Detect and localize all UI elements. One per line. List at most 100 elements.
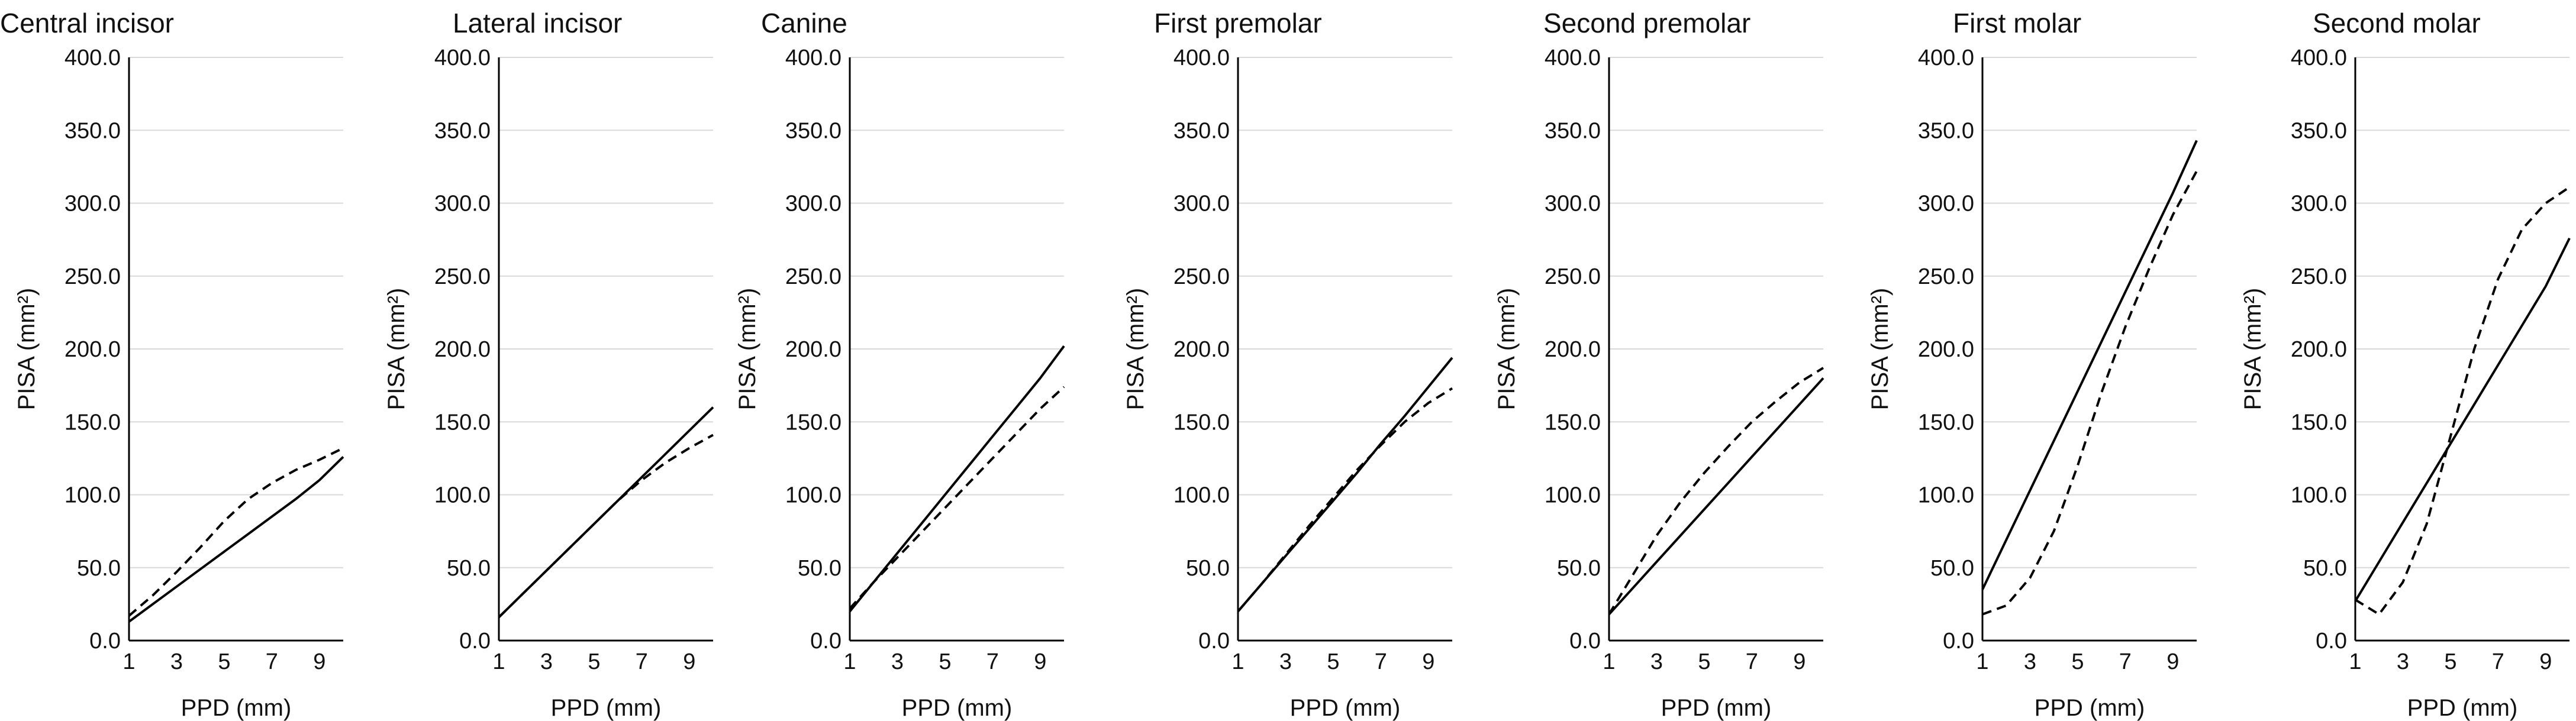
x-tick-label: 7 (1375, 649, 1387, 674)
series-line-dashed (849, 386, 1065, 610)
x-axis-label: PPD (mm) (902, 695, 1013, 721)
x-tick-label: 1 (492, 649, 505, 674)
y-tick-label: 50.0 (447, 556, 491, 581)
x-tick-label: 1 (843, 649, 856, 674)
series-line-solid (2354, 237, 2571, 602)
panel-title: First molar (1953, 8, 2081, 38)
y-tick-label: 400.0 (785, 46, 842, 70)
y-tick-label: 300.0 (1918, 192, 1974, 216)
y-tick-label: 100.0 (1173, 483, 1230, 508)
x-axis-label: PPD (mm) (1290, 695, 1401, 721)
y-tick-label: 300.0 (65, 192, 121, 216)
y-tick-label: 200.0 (65, 337, 121, 362)
y-tick-label: 300.0 (434, 192, 491, 216)
x-tick-label: 7 (1746, 649, 1758, 674)
series-line-solid (1981, 140, 2198, 590)
y-tick-label: 350.0 (2291, 118, 2347, 143)
y-tick-label: 150.0 (2291, 410, 2347, 435)
y-tick-label: 200.0 (785, 337, 842, 362)
panel-title: Second molar (2313, 8, 2481, 38)
y-tick-label: 350.0 (65, 118, 121, 143)
x-tick-label: 9 (313, 649, 325, 674)
y-tick-label: 100.0 (434, 483, 491, 508)
chart-panel-4: 0.0 50.0 100.0 150.0 200.0 250.0 300.0 350.0 400… (1123, 8, 1453, 721)
panel-title: Canine (761, 8, 847, 38)
y-axis-label: PISA (mm²) (734, 288, 760, 410)
y-tick-label: 150.0 (1173, 410, 1230, 435)
x-tick-label: 9 (1793, 649, 1806, 674)
panel-title: First premolar (1154, 8, 1322, 38)
series-line-dashed (128, 447, 344, 617)
x-axis-label: PPD (mm) (2407, 695, 2518, 721)
panel-title: Second premolar (1543, 8, 1750, 38)
y-tick-label: 150.0 (785, 410, 842, 435)
y-tick-label: 0.0 (2316, 629, 2347, 654)
y-tick-label: 150.0 (1918, 410, 1974, 435)
x-tick-label: 3 (2024, 649, 2036, 674)
y-tick-label: 200.0 (2291, 337, 2347, 362)
x-tick-label: 5 (1698, 649, 1710, 674)
y-tick-label: 100.0 (65, 483, 121, 508)
y-tick-label: 0.0 (1569, 629, 1601, 654)
y-tick-label: 300.0 (2291, 192, 2347, 216)
x-tick-label: 1 (1603, 649, 1615, 674)
y-tick-label: 50.0 (1557, 556, 1601, 581)
y-axis-label: PISA (mm²) (1867, 288, 1893, 410)
y-tick-label: 0.0 (810, 629, 842, 654)
x-tick-label: 9 (683, 649, 695, 674)
y-tick-label: 250.0 (1918, 264, 1974, 289)
y-tick-label: 350.0 (785, 118, 842, 143)
x-tick-label: 5 (2444, 649, 2456, 674)
series-line-solid (128, 455, 344, 623)
y-axis-label: PISA (mm²) (383, 288, 410, 410)
y-tick-label: 250.0 (1545, 264, 1601, 289)
y-tick-label: 0.0 (459, 629, 491, 654)
chart-panel-7: 0.0 50.0 100.0 150.0 200.0 250.0 300.0 350.0 400… (2240, 8, 2571, 721)
y-tick-label: 400.0 (2291, 46, 2347, 70)
y-tick-label: 150.0 (65, 410, 121, 435)
y-tick-label: 250.0 (434, 264, 491, 289)
x-axis-label: PPD (mm) (1661, 695, 1772, 721)
x-tick-label: 3 (2397, 649, 2409, 674)
x-tick-label: 3 (1279, 649, 1292, 674)
series-line-dashed (2354, 186, 2571, 616)
y-tick-label: 400.0 (65, 46, 121, 70)
y-tick-label: 100.0 (1918, 483, 1974, 508)
x-tick-label: 3 (1650, 649, 1663, 674)
y-tick-label: 400.0 (1918, 46, 1974, 70)
x-tick-label: 1 (1976, 649, 1988, 674)
y-tick-label: 0.0 (1198, 629, 1230, 654)
y-axis-label: PISA (mm²) (14, 288, 40, 410)
y-tick-label: 100.0 (1545, 483, 1601, 508)
x-tick-label: 7 (986, 649, 999, 674)
x-tick-label: 7 (2492, 649, 2504, 674)
y-tick-label: 350.0 (1545, 118, 1601, 143)
x-tick-label: 7 (266, 649, 278, 674)
chart-panel-1: 0.0 50.0 100.0 150.0 200.0 250.0 300.0 350.0 400… (0, 8, 344, 721)
series-line-dashed (1608, 367, 1824, 615)
y-tick-label: 300.0 (1545, 192, 1601, 216)
y-tick-label: 0.0 (89, 629, 121, 654)
x-tick-label: 9 (1034, 649, 1046, 674)
x-tick-label: 9 (2539, 649, 2552, 674)
y-tick-label: 200.0 (1918, 337, 1974, 362)
y-tick-label: 50.0 (77, 556, 121, 581)
x-tick-label: 3 (891, 649, 904, 674)
y-axis-label: PISA (mm²) (2240, 288, 2266, 410)
y-tick-label: 250.0 (2291, 264, 2347, 289)
y-tick-label: 350.0 (1173, 118, 1230, 143)
x-tick-label: 5 (218, 649, 230, 674)
y-tick-label: 300.0 (785, 192, 842, 216)
y-tick-label: 50.0 (798, 556, 842, 581)
y-tick-label: 350.0 (1918, 118, 1974, 143)
y-tick-label: 150.0 (1545, 410, 1601, 435)
y-tick-label: 250.0 (65, 264, 121, 289)
series-line-solid (1608, 377, 1824, 615)
y-axis-label: PISA (mm²) (1123, 288, 1149, 410)
y-tick-label: 350.0 (434, 118, 491, 143)
y-tick-label: 100.0 (785, 483, 842, 508)
x-tick-label: 1 (122, 649, 135, 674)
y-tick-label: 0.0 (1943, 629, 1974, 654)
y-tick-label: 250.0 (785, 264, 842, 289)
x-tick-label: 5 (1327, 649, 1339, 674)
